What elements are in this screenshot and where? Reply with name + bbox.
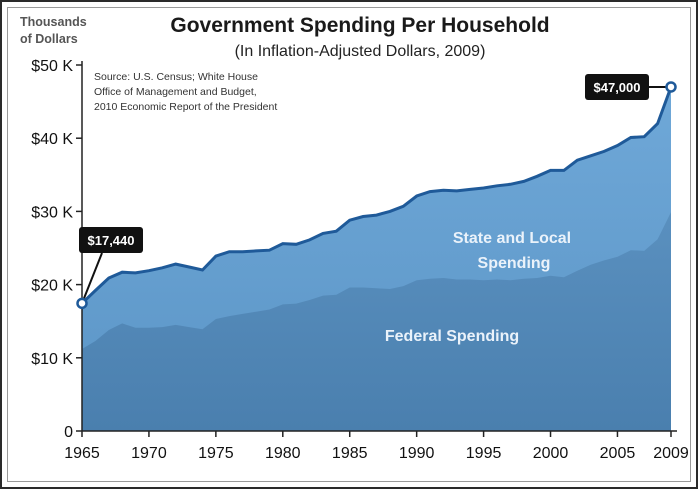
callout-end-label: $47,000	[594, 80, 641, 95]
y-axis-title-line-2: of Dollars	[20, 32, 78, 46]
x-tick-label: 2009	[653, 445, 689, 462]
source-line-2: Office of Management and Budget,	[94, 86, 257, 98]
chart-title: Government Spending Per Household	[170, 14, 549, 37]
y-axis-title-line-1: Thousands	[20, 15, 87, 29]
source-line-3: 2010 Economic Report of the President	[94, 101, 277, 113]
x-ticks: 1965 1970 1975 1980 1985 1990 1995 2000 2005 2009	[64, 431, 689, 462]
y-ticks: 0 $10 K $20 K $30 K $40 K $50 K	[31, 58, 82, 441]
state-local-label-line-1: State and Local	[453, 230, 571, 247]
x-tick-label: 1990	[399, 445, 435, 462]
y-tick-label: $40 K	[31, 131, 73, 148]
callout-start-label: $17,440	[88, 233, 135, 248]
y-tick-label: $10 K	[31, 351, 73, 368]
y-tick-label: $30 K	[31, 204, 73, 221]
y-tick-label: $20 K	[31, 278, 73, 295]
callout-start-marker	[78, 299, 87, 308]
state-local-label-line-2: Spending	[478, 255, 551, 272]
callout-end-marker	[667, 82, 676, 91]
chart-subtitle: (In Inflation-Adjusted Dollars, 2009)	[235, 43, 486, 60]
x-tick-label: 2005	[600, 445, 636, 462]
x-tick-label: 1980	[265, 445, 301, 462]
x-tick-label: 1985	[332, 445, 368, 462]
y-tick-label: 0	[64, 424, 73, 441]
federal-label: Federal Spending	[385, 328, 519, 345]
source-line-1: Source: U.S. Census; White House	[94, 71, 258, 83]
y-tick-label: $50 K	[31, 58, 73, 75]
x-tick-label: 1975	[198, 445, 234, 462]
x-tick-label: 1995	[466, 445, 502, 462]
x-tick-label: 1965	[64, 445, 100, 462]
x-tick-label: 1970	[131, 445, 167, 462]
x-tick-label: 2000	[533, 445, 569, 462]
